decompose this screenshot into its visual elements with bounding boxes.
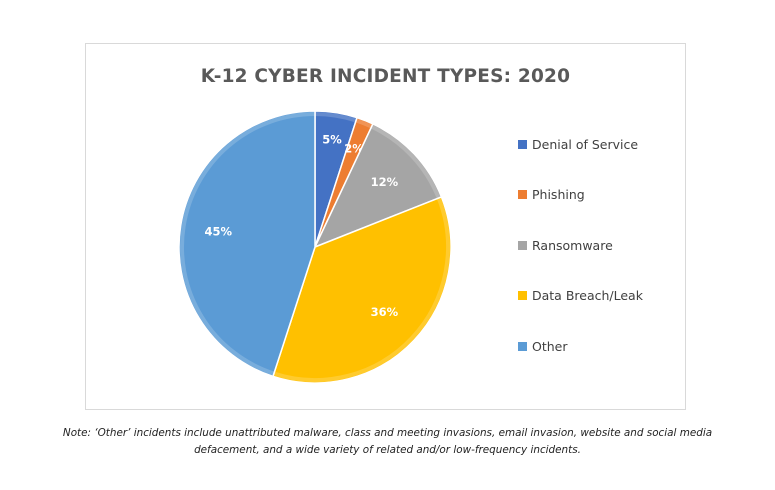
legend-label: Phishing — [532, 187, 585, 202]
pie-chart: 5%2%12%36%45% — [178, 110, 452, 384]
legend-swatch — [518, 240, 527, 250]
chart-title: K-12 CYBER INCIDENT TYPES: 2020 — [200, 66, 571, 87]
chart-area: K-12 CYBER INCIDENT TYPES: 2020 5% 2% 12% 3… — [85, 43, 686, 410]
pie-slice-rim-data-breach-leak — [273, 197, 450, 382]
legend-item-phishing: Phishing — [518, 185, 585, 205]
legend-item-ransomware: Ransomware — [518, 235, 613, 255]
chart-note: Note: ‘Other’ incidents include unattrib… — [62, 427, 713, 456]
pie-slice-other — [178, 110, 316, 378]
data-label-denial-of-service: 5% — [322, 133, 342, 147]
pie-slice-ransomware — [313, 122, 443, 249]
legend-label: Data Breach/Leak — [532, 288, 643, 303]
legend-swatch — [518, 190, 527, 199]
legend-label: Other — [532, 338, 568, 354]
legend-swatch — [518, 139, 527, 149]
pie-slice-rim-other — [180, 112, 316, 376]
legend-item-other: Other — [518, 336, 568, 356]
pie-slice-data-breach-leak — [272, 195, 452, 384]
legend-swatch — [518, 341, 527, 351]
legend-swatch — [518, 291, 527, 300]
legend-label: Ransomware — [532, 237, 613, 253]
legend-label: Denial of Service — [532, 136, 639, 152]
legend-item-denial-of-service: Denial of Service — [518, 134, 638, 154]
data-label-other: 45% — [205, 225, 233, 239]
pie-slice-rim-ransomware — [370, 124, 441, 199]
pie-slice-rim-denial-of-service — [314, 112, 357, 123]
data-label-ransomware: 12% — [371, 175, 399, 189]
legend-item-data-breach-leak: Data Breach/Leak — [518, 286, 643, 306]
data-label-data-breach-leak: 36% — [371, 305, 399, 319]
